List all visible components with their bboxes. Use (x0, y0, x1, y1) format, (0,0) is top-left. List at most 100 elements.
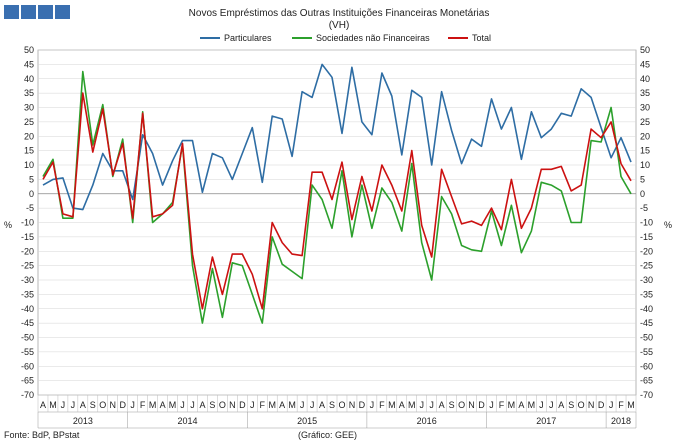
legend: Particulares Sociedades não Financeiras To… (200, 33, 491, 43)
x-tick-month: J (61, 400, 66, 410)
x-tick-month: S (209, 400, 215, 410)
x-tick-month: S (449, 400, 455, 410)
legend-label: Total (472, 33, 491, 43)
x-tick-month: A (40, 400, 46, 410)
x-tick-month: J (429, 400, 434, 410)
y-tick-left: 0 (29, 189, 34, 199)
x-tick-year: 2018 (611, 416, 631, 426)
x-tick-month: J (250, 400, 255, 410)
x-tick-month: J (549, 400, 554, 410)
x-tick-year: 2014 (177, 416, 197, 426)
x-tick-month: J (180, 400, 185, 410)
y-tick-right: -20 (640, 246, 653, 256)
series-line-total (42, 92, 632, 310)
chart-subtitle: (VH) (329, 20, 350, 31)
y-tick-left: 15 (24, 146, 34, 156)
x-tick-year: 2017 (536, 416, 556, 426)
y-tick-left: 30 (24, 103, 34, 113)
legend-label: Particulares (224, 33, 272, 43)
y-tick-left: -5 (26, 203, 34, 213)
x-tick-month: S (568, 400, 574, 410)
x-tick-month: N (229, 400, 236, 410)
y-tick-right: -35 (640, 289, 653, 299)
x-tick-month: A (279, 400, 285, 410)
x-tick-month: D (119, 400, 126, 410)
y-tick-left: -20 (21, 246, 34, 256)
x-tick-month: F (379, 400, 385, 410)
source-note: Fonte: BdP, BPstat (4, 430, 80, 440)
y-tick-left: 45 (24, 59, 34, 69)
x-tick-month: J (489, 400, 494, 410)
x-tick-month: O (338, 400, 345, 410)
y-tick-right: 40 (640, 74, 650, 84)
x-tick-month: M (49, 400, 57, 410)
logo-square-2 (21, 5, 36, 19)
x-tick-month: A (199, 400, 205, 410)
y-tick-right: -15 (640, 232, 653, 242)
y-tick-left: 25 (24, 117, 34, 127)
chart-title: Novos Empréstimos das Outras Instituiçõe… (189, 8, 490, 19)
x-tick-month: M (268, 400, 276, 410)
y-tick-right: -45 (640, 318, 653, 328)
y-tick-right: -50 (640, 333, 653, 343)
x-tick-month: F (499, 400, 505, 410)
x-tick-month: N (468, 400, 475, 410)
y-tick-right: 20 (640, 131, 650, 141)
logo-square-1 (4, 5, 19, 19)
x-tick-month: M (388, 400, 396, 410)
y-tick-left: -25 (21, 261, 34, 271)
y-axis-right: 50454035302520151050-5-10-15-20-25-30-35… (640, 45, 653, 400)
y-tick-right: 15 (640, 146, 650, 156)
y-tick-right: -65 (640, 376, 653, 386)
y-tick-left: 35 (24, 88, 34, 98)
y-tick-left: -35 (21, 289, 34, 299)
y-tick-right: 25 (640, 117, 650, 127)
x-tick-month: M (288, 400, 296, 410)
y-tick-left: -65 (21, 376, 34, 386)
y-tick-right: -40 (640, 304, 653, 314)
x-tick-month: M (508, 400, 516, 410)
y-tick-left: 20 (24, 131, 34, 141)
x-tick-month: A (439, 400, 445, 410)
y-tick-right: -55 (640, 347, 653, 357)
x-tick-month: O (578, 400, 585, 410)
y-tick-right: 45 (640, 59, 650, 69)
y-tick-right: 5 (640, 174, 645, 184)
y-axis-left: 50454035302520151050-5-10-15-20-25-30-35… (21, 45, 34, 400)
y-tick-right: -30 (640, 275, 653, 285)
y-tick-right: 50 (640, 45, 650, 55)
y-tick-right: -5 (640, 203, 648, 213)
logo-square-3 (38, 5, 53, 19)
y-tick-left: 50 (24, 45, 34, 55)
chart-credit: (Gráfico: GEE) (298, 430, 357, 440)
y-tick-right: -10 (640, 218, 653, 228)
x-tick-month: A (80, 400, 86, 410)
y-tick-left: -50 (21, 333, 34, 343)
x-tick-month: J (419, 400, 424, 410)
x-tick-month: O (458, 400, 465, 410)
y-tick-left: 40 (24, 74, 34, 84)
x-tick-year: 2013 (73, 416, 93, 426)
x-tick-month: A (319, 400, 325, 410)
x-tick-month: D (478, 400, 485, 410)
x-tick-month: N (588, 400, 595, 410)
logo-square-4 (55, 5, 70, 19)
x-tick-month: N (110, 400, 117, 410)
y-axis-left-unit: % (4, 220, 12, 230)
x-tick-month: O (99, 400, 106, 410)
y-tick-right: -60 (640, 361, 653, 371)
y-tick-left: -40 (21, 304, 34, 314)
x-tick-month: N (349, 400, 356, 410)
x-tick-year: 2016 (417, 416, 437, 426)
x-tick-month: S (329, 400, 335, 410)
y-tick-right: 10 (640, 160, 650, 170)
x-tick-month: J (130, 400, 135, 410)
brand-logo (4, 5, 72, 19)
series-lines (42, 63, 632, 324)
x-tick-month: M (169, 400, 177, 410)
series-line-particulares (42, 63, 632, 211)
x-tick-month: F (618, 400, 624, 410)
y-tick-left: -10 (21, 218, 34, 228)
x-tick-month: J (609, 400, 614, 410)
